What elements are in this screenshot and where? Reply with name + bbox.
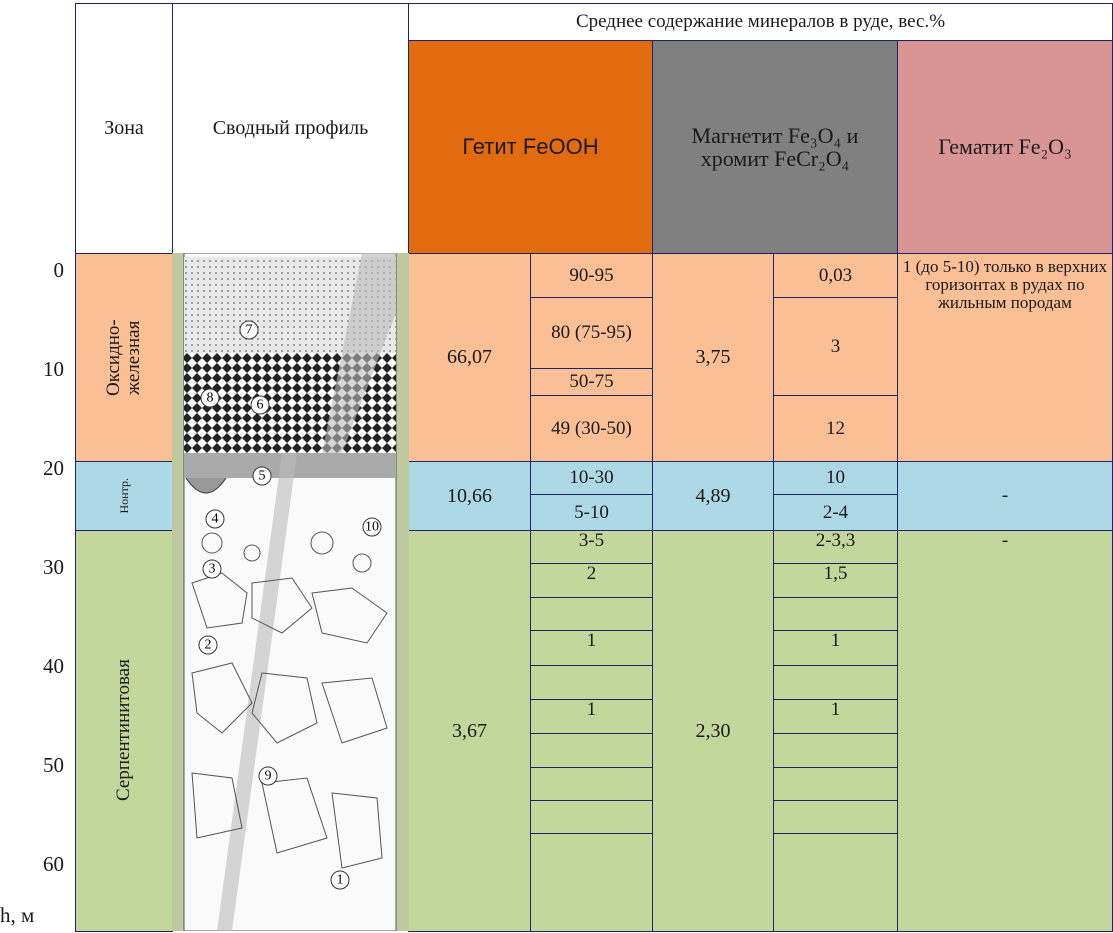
sub-value: 1 bbox=[530, 630, 653, 666]
minerals-title: Среднее содержание минералов в руде, вес… bbox=[408, 3, 1113, 41]
goethite-avg: 66,07 bbox=[408, 253, 531, 462]
marker-circle bbox=[205, 509, 225, 529]
sub-value bbox=[773, 767, 898, 801]
goethite-avg: 10,66 bbox=[408, 461, 531, 531]
profile-marker: 4 bbox=[212, 512, 219, 527]
sub-value: 2-3,3 bbox=[773, 530, 898, 564]
sub-value: 50-75 bbox=[530, 368, 653, 396]
depth-label: 0 bbox=[53, 258, 65, 282]
profile-marker: 6 bbox=[257, 398, 264, 413]
profile-marker: 10 bbox=[365, 520, 379, 535]
marker-circle bbox=[202, 559, 222, 579]
profile-marker: 9 bbox=[265, 769, 272, 784]
marker-circle bbox=[239, 320, 259, 340]
marker-circle bbox=[200, 388, 220, 408]
depth-label: 30 bbox=[43, 555, 64, 579]
sub-value: 2 bbox=[530, 563, 653, 598]
depth-label: 50 bbox=[43, 753, 64, 777]
sub-value: 3 bbox=[773, 297, 898, 396]
depth-label: 40 bbox=[43, 654, 64, 678]
magnetite-avg: 2,30 bbox=[652, 530, 774, 932]
sub-value bbox=[530, 665, 653, 700]
sub-value: 5-10 bbox=[530, 494, 653, 531]
sub-value: 1 bbox=[773, 630, 898, 666]
sub-value: 1 bbox=[773, 699, 898, 734]
sub-value bbox=[773, 597, 898, 631]
sub-value: 1,5 bbox=[773, 563, 898, 598]
sub-value bbox=[530, 733, 653, 768]
sub-value bbox=[530, 833, 653, 932]
goethite-header: Гетит FeOOH bbox=[408, 40, 653, 254]
profile-drawing: 1 2 3 4 5 6 7 8 9 10 bbox=[172, 253, 409, 931]
marker-circle bbox=[250, 395, 270, 415]
sub-value: 10 bbox=[773, 461, 898, 495]
marker-circle bbox=[330, 870, 350, 890]
profile-marker: 1 bbox=[337, 873, 344, 888]
sub-value bbox=[773, 733, 898, 768]
magnetite-avg: 3,75 bbox=[652, 253, 774, 462]
zone-name: Оксидно-железная bbox=[103, 319, 144, 396]
sub-value bbox=[773, 800, 898, 834]
sub-value bbox=[773, 833, 898, 932]
sub-value: 2-4 bbox=[773, 494, 898, 531]
sub-value: 10-30 bbox=[530, 461, 653, 495]
profile-marker: 3 bbox=[209, 562, 216, 577]
zone-name: Нонтр. bbox=[116, 478, 131, 514]
sub-value: 1 bbox=[530, 699, 653, 734]
sub-value: 90-95 bbox=[530, 253, 653, 298]
sub-value: 49 (30-50) bbox=[530, 395, 653, 462]
zone-name: Серпентинитовая bbox=[113, 659, 135, 801]
depth-unit: h, м bbox=[0, 903, 35, 927]
sub-value bbox=[530, 597, 653, 631]
profile-marker: 8 bbox=[207, 391, 214, 406]
profile-marker: 5 bbox=[259, 469, 266, 484]
depth-label: 20 bbox=[43, 456, 64, 480]
marker-circle bbox=[362, 517, 382, 537]
goethite-avg: 3,67 bbox=[408, 530, 531, 932]
hematite: 1 (до 5-10) только в верхних горизонтах … bbox=[897, 253, 1113, 462]
sub-value: 3-5 bbox=[530, 530, 653, 564]
sub-value bbox=[530, 800, 653, 834]
marker-circle bbox=[252, 466, 272, 486]
sub-value: 0,03 bbox=[773, 253, 898, 298]
profile-marker: 7 bbox=[246, 323, 253, 338]
marker-circle bbox=[258, 766, 278, 786]
magnetite-avg: 4,89 bbox=[652, 461, 774, 531]
hematite: - bbox=[897, 461, 1113, 531]
profile-header: Сводный профиль bbox=[172, 3, 409, 254]
sub-value: 80 (75-95) bbox=[530, 297, 653, 369]
zone-name-cell: Оксидно-железная bbox=[75, 253, 173, 462]
zone-name-cell: Серпентинитовая bbox=[75, 530, 173, 932]
depth-label: 60 bbox=[43, 852, 64, 876]
sub-value: 12 bbox=[773, 395, 898, 462]
hematite-header: Гематит Fe₂O₃ bbox=[897, 40, 1113, 254]
profile-marker: 2 bbox=[205, 638, 212, 653]
zone-name-cell: Нонтр. bbox=[75, 461, 173, 531]
magnetite-header: Магнетит Fe₃O₄ и хромит FeCr₂O₄ bbox=[652, 40, 898, 254]
hematite: - bbox=[897, 530, 1113, 932]
marker-circle bbox=[198, 635, 218, 655]
sub-value bbox=[530, 767, 653, 801]
sub-value bbox=[773, 665, 898, 700]
zone-header: Зона bbox=[75, 3, 173, 254]
depth-label: 10 bbox=[43, 357, 64, 381]
